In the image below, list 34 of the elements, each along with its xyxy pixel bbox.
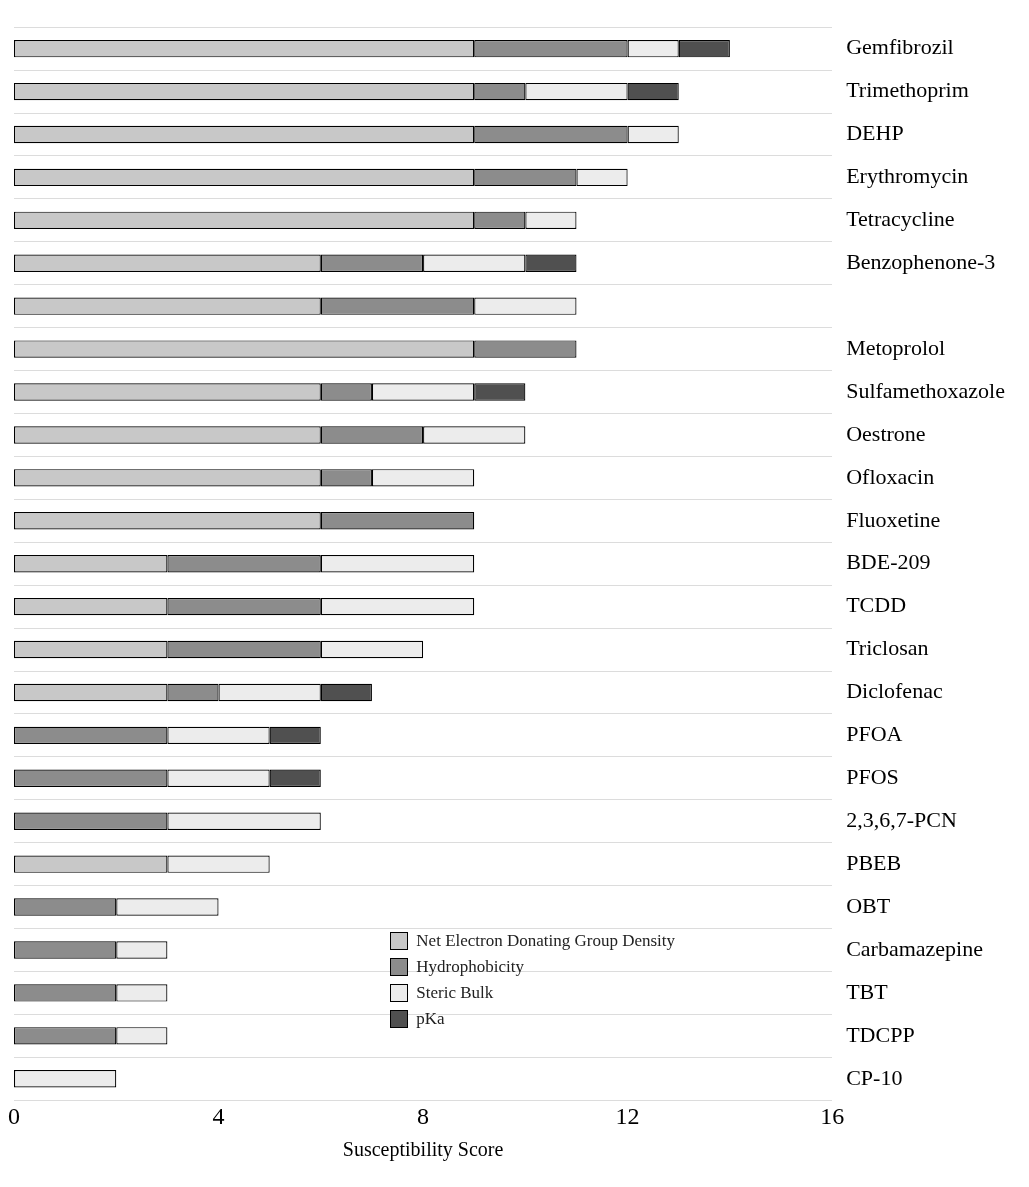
y-tick-label: PFOS <box>846 764 899 790</box>
y-tick-label: OBT <box>846 892 891 918</box>
y-tick-label: Carbamazepine <box>846 935 983 961</box>
x-tick-label: 8 <box>417 1102 430 1129</box>
y-tick-label: DEHP <box>846 120 904 146</box>
y-tick-label: Metoprolol <box>846 334 946 360</box>
y-tick-label: Triclosan <box>846 635 929 661</box>
y-tick-label: Erythromycin <box>846 163 969 189</box>
y-tick-label: PBEB <box>846 849 902 875</box>
y-tick-label: Diclofenac <box>846 678 943 704</box>
x-tick-label: 0 <box>8 1102 20 1129</box>
y-tick-label: 2,3,6,7-PCN <box>846 807 957 832</box>
y-tick-label: TBT <box>846 978 889 1004</box>
x-tick-label: 16 <box>820 1102 845 1129</box>
y-tick-label: Gemfibrozil <box>846 34 954 60</box>
y-tick-label: TDCPP <box>846 1021 915 1047</box>
x-axis-title: Susceptibility Score <box>342 1138 504 1162</box>
y-tick-label: Sulfamethoxazole <box>846 377 1006 403</box>
y-tick-label: PFOA <box>846 721 903 747</box>
y-tick-label: TCDD <box>846 592 907 618</box>
x-tick-label: 12 <box>615 1102 640 1129</box>
y-tick-label: Trimethoprim <box>846 77 969 103</box>
y-tick-label: Oestrone <box>846 420 926 446</box>
x-tick-label: 4 <box>212 1102 225 1129</box>
y-tick-label: BDE-209 <box>846 549 931 575</box>
legend-label: Hydrophobicity <box>416 957 524 978</box>
y-tick-label: CP-10 <box>846 1064 903 1090</box>
y-tick-label: Tetracycline <box>846 206 955 232</box>
y-tick-label: Ofloxacin <box>846 463 935 489</box>
legend-label: Net Electron Donating Group Density <box>416 931 676 952</box>
y-tick-label: Fluoxetine <box>846 506 941 532</box>
y-tick-label: Benzophenone-3 <box>846 249 996 275</box>
legend-label: Steric Bulk <box>416 983 494 1004</box>
legend-label: pKa <box>416 1009 445 1030</box>
